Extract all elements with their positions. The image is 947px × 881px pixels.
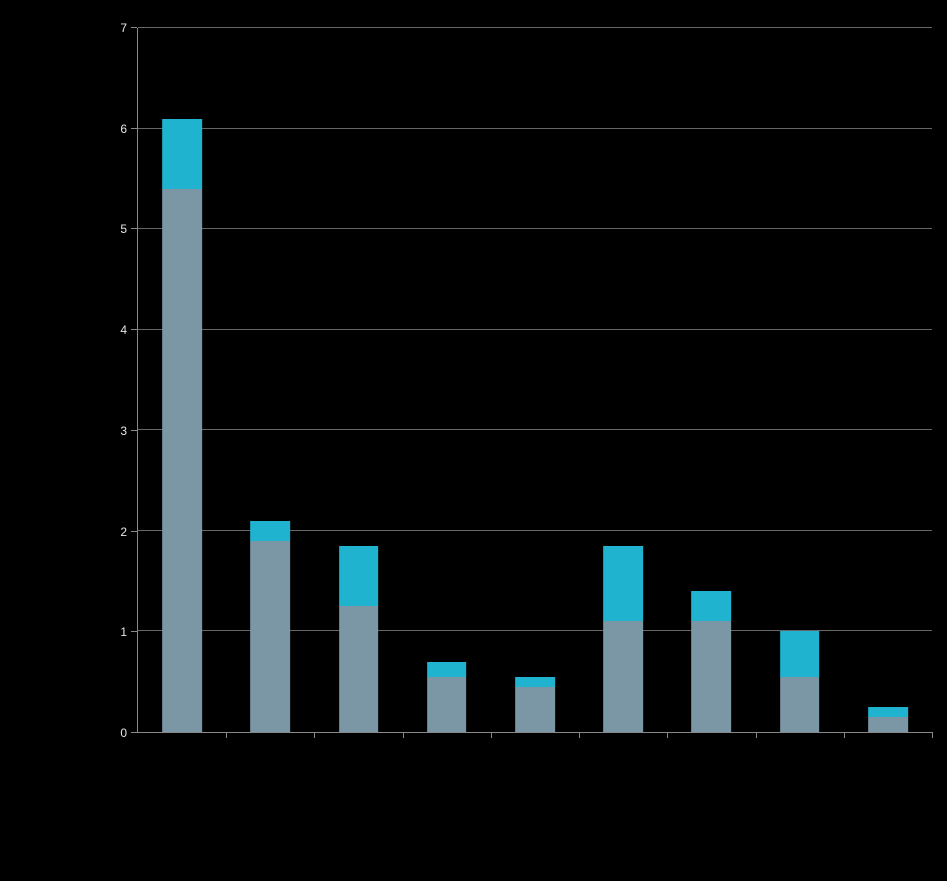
x-tick <box>932 732 933 738</box>
bar-segment-upper <box>250 521 290 541</box>
bar-segment-lower <box>427 677 467 732</box>
bar-segment-lower <box>692 621 732 732</box>
bar <box>250 28 290 732</box>
bar-segment-upper <box>692 591 732 621</box>
bar <box>427 28 467 732</box>
x-tick <box>844 732 845 738</box>
bar-column <box>491 28 579 732</box>
chart-container: 0 1 2 3 4 5 6 7 <box>0 0 947 881</box>
bar-column <box>579 28 667 732</box>
bar-segment-lower <box>515 687 555 732</box>
bar-segment-upper <box>868 707 908 717</box>
bar <box>162 28 202 732</box>
bar <box>692 28 732 732</box>
bar <box>868 28 908 732</box>
bar-segment-lower <box>780 677 820 732</box>
y-tick-label: 6 <box>120 122 137 136</box>
bar-segment-lower <box>250 541 290 732</box>
x-tick <box>579 732 580 738</box>
bar-segment-lower <box>868 717 908 732</box>
bar-column <box>844 28 932 732</box>
bar-segment-upper <box>427 662 467 677</box>
bar-column <box>314 28 402 732</box>
y-tick-label: 5 <box>120 222 137 236</box>
x-tick <box>491 732 492 738</box>
bar-segment-lower <box>603 621 643 732</box>
x-tick <box>314 732 315 738</box>
y-tick-label: 7 <box>120 21 137 35</box>
bar-column <box>138 28 226 732</box>
plot-area <box>137 28 932 733</box>
y-tick-label: 1 <box>120 625 137 639</box>
bar-segment-upper <box>162 119 202 189</box>
bar-column <box>667 28 755 732</box>
y-tick-label: 2 <box>120 525 137 539</box>
bar-segment-upper <box>515 677 555 687</box>
bar-segment-upper <box>603 546 643 621</box>
bar-segment-lower <box>162 189 202 732</box>
y-tick-label: 3 <box>120 424 137 438</box>
y-tick-label: 0 <box>120 726 137 740</box>
bar <box>780 28 820 732</box>
y-tick-label: 4 <box>120 323 137 337</box>
bar <box>515 28 555 732</box>
x-tick <box>667 732 668 738</box>
bar <box>339 28 379 732</box>
bar <box>603 28 643 732</box>
x-tick <box>403 732 404 738</box>
x-tick <box>756 732 757 738</box>
bar-column <box>226 28 314 732</box>
bar-column <box>403 28 491 732</box>
bar-segment-lower <box>339 606 379 732</box>
bar-segment-upper <box>780 631 820 676</box>
bar-segment-upper <box>339 546 379 606</box>
x-tick <box>226 732 227 738</box>
bar-column <box>756 28 844 732</box>
